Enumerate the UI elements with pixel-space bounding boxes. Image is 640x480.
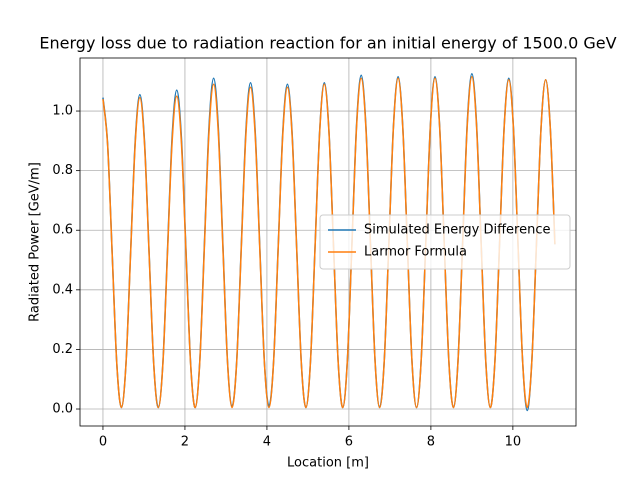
- legend-label: Simulated Energy Difference: [364, 223, 551, 238]
- chart-title: Energy loss due to radiation reaction fo…: [39, 34, 616, 53]
- legend: Simulated Energy Difference Larmor Formul…: [319, 214, 571, 270]
- x-tick-label: 10: [505, 435, 522, 450]
- x-tick-label: 6: [345, 435, 353, 450]
- y-tick-label: 0.8: [52, 163, 73, 178]
- x-tick-label: 4: [263, 435, 271, 450]
- data-line: [102, 76, 556, 409]
- legend-label: Larmor Formula: [364, 245, 467, 260]
- y-tick-label: 0.6: [52, 223, 73, 238]
- x-axis-label: Location [m]: [287, 456, 369, 471]
- y-tick-label: 1.0: [52, 104, 73, 119]
- x-tick-label: 0: [99, 435, 107, 450]
- y-tick-label: 0.2: [52, 342, 73, 357]
- y-tick-label: 0.0: [52, 402, 73, 417]
- plot-frame: [79, 57, 577, 427]
- x-tick-label: 8: [427, 435, 435, 450]
- y-tick-label: 0.4: [52, 282, 73, 297]
- y-axis-label: Radiated Power [GeV/m]: [28, 162, 43, 322]
- legend-box: [319, 214, 571, 270]
- x-tick-label: 2: [181, 435, 189, 450]
